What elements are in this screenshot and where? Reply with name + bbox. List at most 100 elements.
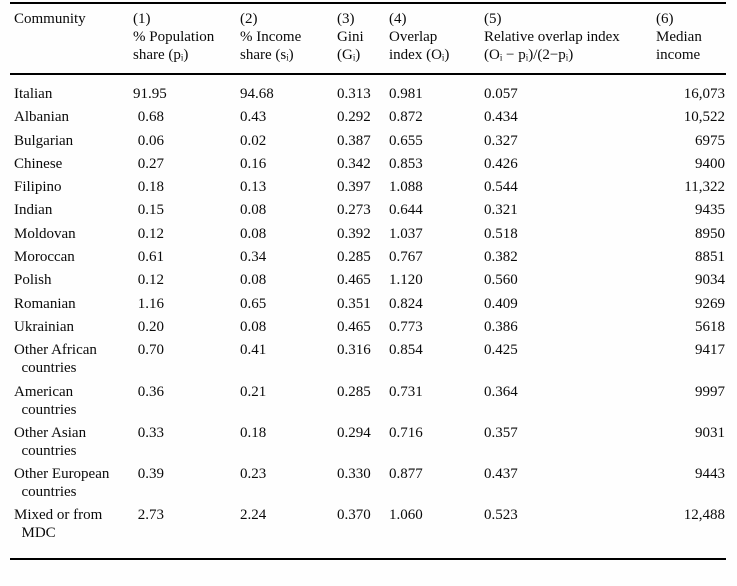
population-share-cell: 0.33 (137, 424, 164, 441)
gini-cell: 0.294 (337, 424, 371, 441)
relative-overlap-cell: 0.386 (484, 318, 518, 335)
table-row: Polish 0.12 0.08 0.465 1.120 0.560 9034 (10, 269, 726, 292)
median-income-cell: 9443 (695, 466, 725, 483)
income-share-cell: 0.08 (240, 225, 267, 242)
gini-cell: 0.397 (337, 179, 371, 196)
relative-overlap-cell: 0.560 (484, 272, 518, 289)
income-share-cell: 0.34 (240, 249, 267, 266)
table-row: Other Asian countries 0.33 0.18 0.294 0.716 0… (10, 421, 726, 462)
relative-overlap-cell: 0.321 (484, 202, 518, 219)
overlap-index-cell: 0.767 (389, 249, 423, 266)
income-share-cell: 0.41 (240, 342, 267, 359)
overlap-index-cell: 0.716 (389, 424, 423, 441)
income-share-cell: 0.65 (240, 295, 267, 312)
overlap-index-cell: 0.853 (389, 155, 423, 172)
overlap-index-cell: 0.877 (389, 466, 423, 483)
population-share-cell: 0.20 (137, 318, 164, 335)
relative-overlap-cell: 0.434 (484, 109, 518, 126)
community-cell: Bulgarian (14, 132, 74, 149)
table-row: Other African countries 0.70 0.41 0.316 0.85… (10, 339, 726, 380)
community-cell: Albanian (14, 109, 69, 126)
table-row: Chinese 0.27 0.16 0.342 0.853 0.426 9400 (10, 152, 726, 175)
overlap-index-cell: 0.773 (389, 318, 423, 335)
income-share-cell: 0.08 (240, 318, 267, 335)
population-share-cell: 1.16 (137, 295, 164, 312)
overlap-index-cell: 1.060 (389, 507, 423, 524)
median-income-cell: 11,322 (684, 179, 725, 196)
median-income-cell: 8950 (695, 225, 725, 242)
population-share-cell: 0.61 (137, 249, 164, 266)
community-cell: Romanian (14, 295, 76, 312)
population-share-cell: 2.73 (137, 507, 164, 524)
median-income-cell: 9034 (695, 272, 725, 289)
population-share-cell: 0.12 (137, 225, 164, 242)
table-row: Moroccan 0.61 0.34 0.285 0.767 0.382 8851 (10, 246, 726, 269)
population-share-cell: 0.12 (137, 272, 164, 289)
header-row: Community (1) % Population share (pᵢ) (2… (10, 3, 726, 75)
population-share-cell: 91.95 (133, 86, 167, 102)
income-share-cell: 0.13 (240, 179, 267, 196)
table-body: Italian 91.95 94.68 0.313 0.981 0.057 16,073 Al… (10, 74, 726, 559)
community-cell: Mixed or from MDC (14, 507, 103, 542)
table-row: Bulgarian 0.06 0.02 0.387 0.655 0.327 6975 (10, 129, 726, 152)
table-row: Moldovan 0.12 0.08 0.392 1.037 0.518 8950 (10, 222, 726, 245)
overlap-index-cell: 0.872 (389, 109, 423, 126)
relative-overlap-cell: 0.057 (484, 86, 518, 102)
community-cell: Moroccan (14, 249, 75, 266)
income-share-cell: 0.16 (240, 155, 267, 172)
community-inequality-table: Community (1) % Population share (pᵢ) (2… (10, 2, 726, 561)
gini-cell: 0.392 (337, 225, 371, 242)
median-income-cell: 5618 (695, 318, 725, 335)
population-share-cell: 0.18 (137, 179, 164, 196)
overlap-index-cell: 0.655 (389, 132, 423, 149)
col-header-community: Community (10, 3, 133, 75)
relative-overlap-cell: 0.523 (484, 507, 518, 524)
gini-cell: 0.370 (337, 507, 371, 524)
community-cell: Other European countries (14, 466, 110, 501)
median-income-cell: 12,488 (683, 507, 725, 524)
overlap-index-cell: 1.088 (389, 179, 423, 196)
col-header-income-share: (2) % Income share (sᵢ) (240, 3, 337, 75)
table-row: Romanian 1.16 0.65 0.351 0.824 0.409 9269 (10, 292, 726, 315)
population-share-cell: 0.70 (137, 342, 164, 359)
income-share-cell: 0.02 (240, 132, 267, 149)
income-share-cell: 0.21 (240, 383, 267, 400)
median-income-cell: 9400 (695, 155, 725, 172)
community-cell: Ukrainian (14, 318, 74, 335)
relative-overlap-cell: 0.409 (484, 295, 518, 312)
income-share-cell: 0.23 (240, 466, 267, 483)
overlap-index-cell: 0.824 (389, 295, 423, 312)
col-header-median-income: (6) Median income (656, 3, 726, 75)
col-header-relative-overlap-index: (5) Relative overlap index (Oᵢ − pᵢ)/(2−… (484, 3, 656, 75)
table-row: Indian 0.15 0.08 0.273 0.644 0.321 9435 (10, 199, 726, 222)
overlap-index-cell: 0.644 (389, 202, 423, 219)
population-share-cell: 0.39 (137, 466, 164, 483)
population-share-cell: 0.15 (137, 202, 164, 219)
relative-overlap-cell: 0.518 (484, 225, 518, 242)
income-share-cell: 94.68 (240, 86, 274, 102)
community-cell: Indian (14, 202, 53, 219)
gini-cell: 0.285 (337, 383, 371, 400)
relative-overlap-cell: 0.425 (484, 342, 518, 359)
median-income-cell: 8851 (695, 249, 725, 266)
median-income-cell: 9031 (695, 424, 725, 441)
table-row: Italian 91.95 94.68 0.313 0.981 0.057 16,073 (10, 74, 726, 106)
median-income-cell: 9417 (695, 342, 725, 359)
relative-overlap-cell: 0.364 (484, 383, 518, 400)
community-cell: Polish (14, 272, 52, 289)
community-cell: Italian (14, 86, 53, 102)
gini-cell: 0.465 (337, 318, 371, 335)
overlap-index-cell: 0.981 (389, 86, 423, 102)
income-share-cell: 2.24 (240, 507, 267, 524)
median-income-cell: 9269 (695, 295, 725, 312)
median-income-cell: 9435 (695, 202, 725, 219)
community-cell: American countries (14, 383, 77, 418)
income-share-cell: 0.08 (240, 272, 267, 289)
relative-overlap-cell: 0.544 (484, 179, 518, 196)
income-share-cell: 0.43 (240, 109, 267, 126)
table-row: Mixed or from MDC 2.73 2.24 0.370 1.060 0.523… (10, 504, 726, 560)
population-share-cell: 0.36 (137, 383, 164, 400)
community-cell: Other Asian countries (14, 424, 87, 459)
gini-cell: 0.465 (337, 272, 371, 289)
overlap-index-cell: 0.854 (389, 342, 423, 359)
